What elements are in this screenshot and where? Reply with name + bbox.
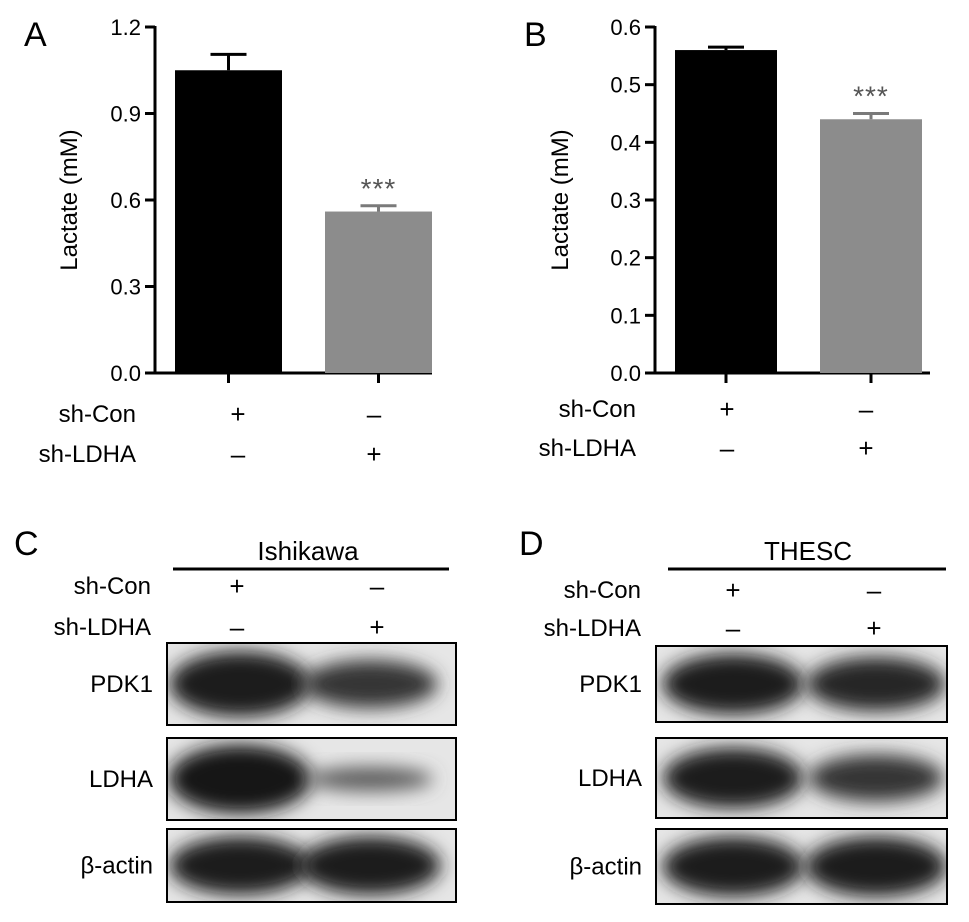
- condition-sign: –: [859, 394, 874, 424]
- y-tick-label: 0.6: [610, 15, 641, 40]
- blot-band: [805, 836, 947, 897]
- condition-label: sh-LDHA: [544, 615, 641, 642]
- blot-band: [662, 747, 804, 809]
- band-label: PDK1: [90, 671, 153, 698]
- band-label: LDHA: [578, 765, 642, 792]
- blot-band: [169, 651, 311, 717]
- condition-sign: –: [867, 575, 882, 605]
- blot-band-group: [169, 836, 441, 895]
- y-tick-label: 0.9: [110, 102, 141, 127]
- significance-marker: ***: [853, 81, 889, 112]
- panel-letter-d: D: [519, 525, 544, 563]
- band-label: PDK1: [579, 671, 642, 698]
- blot-band: [808, 754, 944, 802]
- blot-frame: [655, 645, 948, 723]
- blot-band: [306, 766, 434, 792]
- y-axis-label: Lactate (mM): [56, 129, 83, 270]
- blot-frame: [166, 828, 457, 903]
- y-tick-label: 1.2: [110, 15, 141, 40]
- condition-sign: +: [366, 439, 381, 469]
- condition-sign: –: [370, 571, 385, 601]
- blot-frame: [655, 828, 948, 905]
- band-label: β-actin: [570, 854, 643, 881]
- blot-frame: [166, 642, 457, 726]
- y-tick-label: 0.1: [610, 303, 641, 328]
- condition-sign: +: [229, 571, 244, 601]
- panel-letter-c: C: [14, 525, 39, 563]
- condition-label: sh-LDHA: [54, 614, 151, 641]
- blot-band-group: [662, 836, 947, 897]
- condition-label: sh-LDHA: [539, 435, 636, 462]
- blot-panel-d: THESC sh-Con + – sh-LDHA – + PDK1 LDHA β-actin: [544, 536, 948, 905]
- y-tick-label: 0.0: [110, 361, 141, 386]
- blot-header: Ishikawa: [257, 536, 359, 566]
- condition-sign: –: [231, 439, 246, 469]
- condition-sign: +: [725, 575, 740, 605]
- blot-frame: [655, 737, 948, 819]
- y-axis-label: Lactate (mM): [547, 129, 574, 270]
- condition-sign: +: [719, 394, 734, 424]
- blot-band: [806, 656, 946, 712]
- blot-band: [662, 836, 804, 897]
- band-label: LDHA: [89, 766, 153, 793]
- condition-label: sh-Con: [59, 401, 136, 428]
- blot-band: [302, 659, 438, 709]
- y-tick-label: 0.3: [110, 275, 141, 300]
- bar: [325, 211, 432, 373]
- blot-band-group: [168, 744, 434, 814]
- condition-sign: –: [367, 399, 382, 429]
- bar: [675, 50, 777, 374]
- y-tick-label: 0.2: [610, 246, 641, 271]
- condition-label: sh-Con: [564, 577, 641, 604]
- y-tick-label: 0.5: [610, 73, 641, 98]
- blot-band: [662, 653, 804, 715]
- y-tick-label: 0.3: [610, 188, 641, 213]
- significance-marker: ***: [361, 173, 397, 204]
- chart-a: 0.0 0.3 0.6 0.9 1.2 Lactate (mM) *** sh-Con + – sh…: [39, 15, 432, 469]
- condition-sign: +: [866, 613, 881, 643]
- bar: [820, 119, 922, 374]
- condition-sign: +: [858, 433, 873, 463]
- condition-label: sh-LDHA: [39, 441, 136, 468]
- blot-band: [169, 836, 311, 895]
- condition-sign: +: [230, 399, 245, 429]
- panel-letter-b: B: [524, 16, 547, 54]
- blot-header: THESC: [764, 536, 852, 566]
- condition-sign: –: [720, 433, 735, 463]
- chart-b: 0.0 0.1 0.2 0.3 0.4 0.5 0.6 Lactate (mM) *** sh-C…: [539, 15, 930, 463]
- blot-band: [168, 744, 312, 814]
- y-tick-label: 0.6: [110, 188, 141, 213]
- condition-sign: +: [369, 612, 384, 642]
- blot-panel-c: Ishikawa sh-Con + – sh-LDHA – + PDK1 LDHA β-actin: [54, 536, 457, 903]
- bar: [175, 70, 282, 373]
- panel-letter-a: A: [24, 16, 47, 54]
- condition-label: sh-Con: [559, 396, 636, 423]
- y-tick-label: 0.4: [610, 130, 641, 155]
- condition-label: sh-Con: [74, 573, 151, 600]
- blot-band-group: [662, 747, 944, 809]
- y-tick-label: 0.0: [610, 361, 641, 386]
- blot-band-group: [662, 653, 946, 715]
- blot-band-group: [169, 651, 438, 717]
- condition-sign: –: [726, 613, 741, 643]
- blot-band: [299, 836, 441, 895]
- condition-sign: –: [230, 612, 245, 642]
- band-label: β-actin: [81, 853, 154, 880]
- blot-frame: [166, 737, 457, 821]
